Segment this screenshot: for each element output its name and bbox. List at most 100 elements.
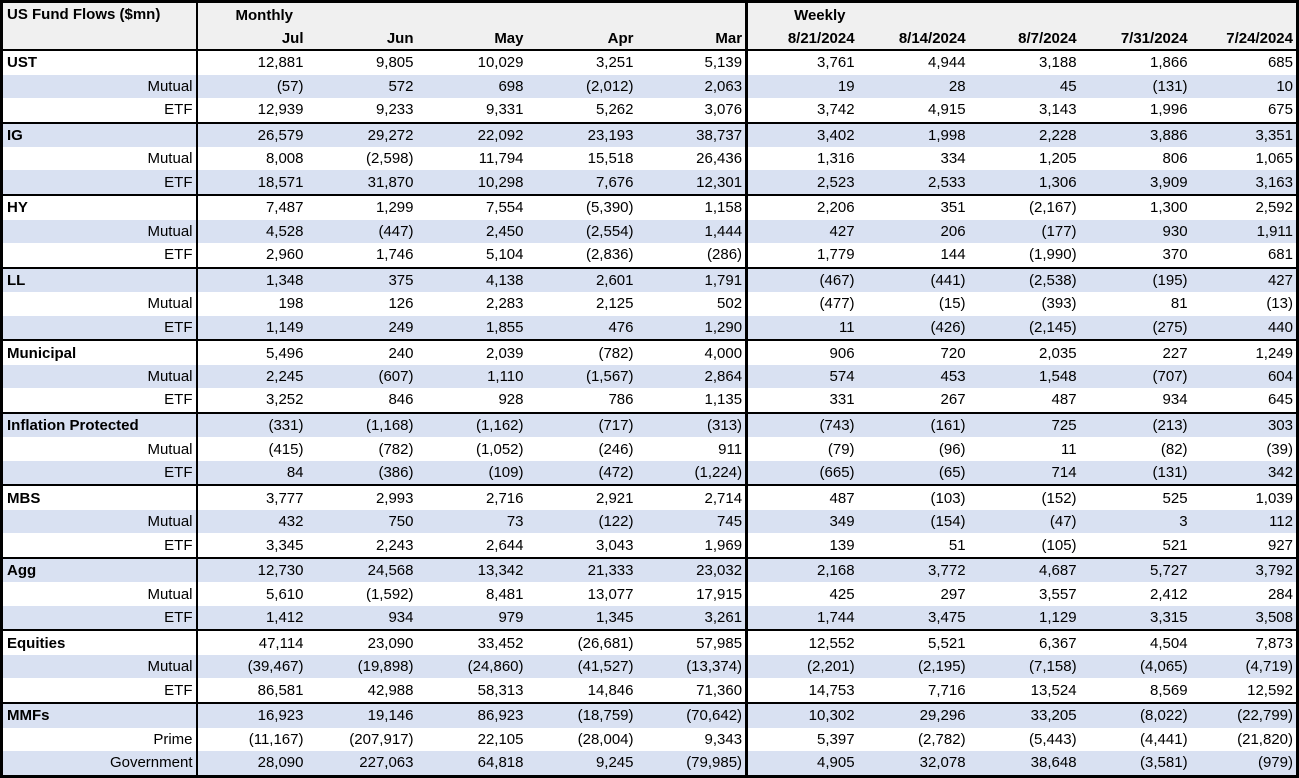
value-cell: 1,866 xyxy=(1150,54,1188,72)
value-cell: 928 xyxy=(498,391,524,409)
value-cell: 3,508 xyxy=(1190,605,1298,631)
value-cell: 502 xyxy=(636,292,749,316)
value-cell: 9,343 xyxy=(636,727,749,751)
value-cell: (4,441) xyxy=(1140,730,1188,748)
value-cell: 685 xyxy=(1267,54,1293,72)
value-cell: 1,744 xyxy=(746,605,858,631)
value-cell: 911 xyxy=(636,437,749,461)
value-cell: (441) xyxy=(857,266,969,293)
value-cell: 370 xyxy=(1162,246,1188,264)
value-cell: 5,262 xyxy=(595,101,634,119)
value-cell: 23,032 xyxy=(636,556,749,583)
value-cell: 1,548 xyxy=(968,364,1080,389)
value-cell: 9,331 xyxy=(485,101,524,119)
row-label: Municipal xyxy=(1,339,198,365)
value-cell: 3,351 xyxy=(1190,121,1298,148)
value-cell: 5,727 xyxy=(1079,556,1191,583)
section-row: Agg 12,730 24,568 13,342 21,333 23,032 2,168 3,… xyxy=(1,556,1298,583)
row-label: ETF xyxy=(1,170,198,196)
value-cell: (2,145) xyxy=(968,315,1080,341)
value-cell: 2,523 xyxy=(746,170,858,196)
value-cell: 33,205 xyxy=(968,701,1080,728)
row-label: ETF xyxy=(1,605,198,631)
sub-row: Mutual (39,467) (19,898) (24,860) (41,527) (1… xyxy=(1,655,1298,679)
value-cell: 13,077 xyxy=(587,585,634,603)
value-cell: 675 xyxy=(1267,101,1293,119)
value-cell: (2,554) xyxy=(526,219,637,243)
month-col-header: May xyxy=(416,27,527,51)
value-cell: (275) xyxy=(1079,315,1191,341)
value-cell: 4,915 xyxy=(928,101,966,119)
value-cell: 26,579 xyxy=(196,121,307,148)
week-col-header: 8/14/2024 xyxy=(857,27,969,51)
value-cell: 2,412 xyxy=(1150,585,1188,603)
value-cell: 5,104 xyxy=(485,246,524,264)
value-cell: 1,129 xyxy=(968,605,1080,631)
value-cell: (1,990) xyxy=(1029,246,1077,264)
value-cell: 427 xyxy=(1190,266,1298,293)
value-cell: 12,301 xyxy=(636,170,749,196)
column-header-row: Jul Jun May Apr Mar 8/21/2024 8/14/2024 … xyxy=(2,27,1298,51)
value-cell: 249 xyxy=(306,315,417,341)
value-cell: 19 xyxy=(746,74,858,98)
sub-row: ETF 3,345 2,243 2,644 3,043 1,969 139 51 (105) 52… xyxy=(1,533,1298,558)
value-cell: 927 xyxy=(1267,536,1293,554)
table-body: UST 12,881 9,805 10,029 3,251 5,139 3,761 4,944… xyxy=(1,50,1298,777)
value-cell: 714 xyxy=(968,460,1080,486)
value-cell: 681 xyxy=(1267,246,1293,264)
value-cell: 5,496 xyxy=(196,339,307,365)
value-cell: (477) xyxy=(819,295,855,313)
value-cell: (105) xyxy=(1041,536,1077,554)
value-cell: 4,687 xyxy=(968,556,1080,583)
value-cell: 2,601 xyxy=(526,266,637,293)
value-cell: 334 xyxy=(940,150,966,168)
value-cell: 47,114 xyxy=(196,629,307,656)
sub-row: Mutual (415) (782) (1,052) (246) 911 (79) (96) 1… xyxy=(1,437,1298,461)
month-col-header: Jun xyxy=(306,27,417,51)
value-cell: 375 xyxy=(306,266,417,293)
value-cell: 2,592 xyxy=(1190,194,1298,220)
sub-row: ETF 84 (386) (109) (472) (1,224) (665) (65) 714(… xyxy=(1,460,1298,486)
week-col-header: 8/7/2024 xyxy=(968,27,1080,51)
value-cell: 227,063 xyxy=(306,750,417,777)
value-cell: 525 xyxy=(1079,484,1191,510)
value-cell: 38,648 xyxy=(968,750,1080,777)
value-cell: 3,761 xyxy=(817,54,855,72)
value-cell: 4,000 xyxy=(636,339,749,365)
value-cell: 13,342 xyxy=(416,556,527,583)
sub-row: Mutual 432 750 73 (122) 745 349 (154) (47) 3 112 xyxy=(1,509,1298,534)
value-cell: (24,860) xyxy=(416,655,527,679)
value-cell: 21,333 xyxy=(526,556,637,583)
value-cell: 2,063 xyxy=(636,74,749,98)
value-cell: (313) xyxy=(636,411,749,438)
value-cell: 1,110 xyxy=(416,364,527,389)
value-cell: 349 xyxy=(746,509,858,534)
value-cell: 4,504 xyxy=(1079,629,1191,656)
value-cell: 10,302 xyxy=(746,701,858,728)
value-cell: 487 xyxy=(1051,391,1077,409)
sub-row: ETF 86,581 42,988 58,313 14,846 71,360 14,753 7… xyxy=(1,678,1298,703)
value-cell: 3,557 xyxy=(1039,585,1077,603)
value-cell: 7,487 xyxy=(196,194,307,220)
value-cell: 574 xyxy=(746,364,858,389)
value-cell: 144 xyxy=(940,246,966,264)
value-cell: 1,135 xyxy=(636,388,749,413)
value-cell: 267 xyxy=(940,391,966,409)
value-cell: 2,960 xyxy=(265,246,304,264)
row-label: Mutual xyxy=(1,655,198,679)
value-cell: 19,146 xyxy=(306,701,417,728)
value-cell: 2,533 xyxy=(857,170,969,196)
value-cell: (717) xyxy=(526,411,637,438)
value-cell: (70,642) xyxy=(636,701,749,728)
value-cell: 725 xyxy=(968,411,1080,438)
value-cell: 1,205 xyxy=(1039,150,1077,168)
value-cell: (18,759) xyxy=(526,701,637,728)
value-cell: (472) xyxy=(526,460,637,486)
value-cell: (21,820) xyxy=(1237,730,1293,748)
row-label: Agg xyxy=(1,556,198,583)
value-cell: (39,467) xyxy=(196,655,307,679)
row-label: Mutual xyxy=(1,219,198,243)
value-cell: 3,345 xyxy=(265,536,304,554)
value-cell: 10,298 xyxy=(416,170,527,196)
section-row: UST 12,881 9,805 10,029 3,251 5,139 3,761 4,944… xyxy=(1,50,1298,75)
